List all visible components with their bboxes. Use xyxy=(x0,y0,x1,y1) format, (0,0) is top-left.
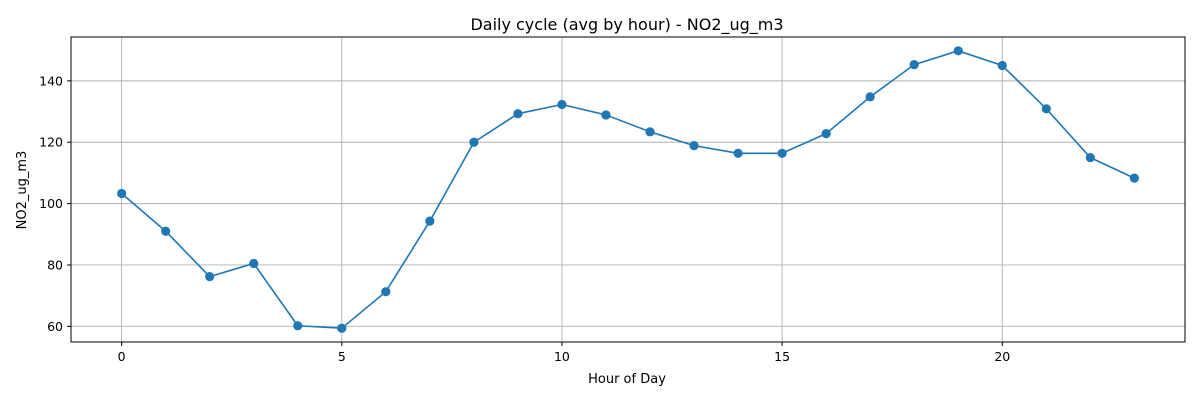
data-point xyxy=(777,148,787,158)
series-line xyxy=(121,50,1135,329)
data-point xyxy=(821,129,831,139)
x-tick-label: 15 xyxy=(774,349,790,364)
data-point xyxy=(513,109,523,119)
data-point xyxy=(997,60,1007,71)
data-point xyxy=(205,272,215,282)
data-point xyxy=(425,216,435,226)
data-point xyxy=(381,287,391,297)
x-tick-label: 0 xyxy=(118,349,126,364)
data-point xyxy=(953,46,963,56)
data-point xyxy=(689,141,699,151)
data-point xyxy=(1085,152,1095,163)
data-point xyxy=(909,60,919,70)
y-tick-label: 120 xyxy=(39,135,63,150)
y-tick-label: 100 xyxy=(39,196,63,211)
data-point xyxy=(733,148,743,158)
y-tick-label: 80 xyxy=(47,257,63,272)
axis-ticks: 0 5 10 15 20 60 80 100 120 140 xyxy=(39,73,1010,364)
x-tick-label: 5 xyxy=(338,349,346,364)
data-point xyxy=(293,321,303,331)
data-point xyxy=(1041,104,1051,114)
data-point xyxy=(337,323,347,333)
x-axis-label: Hour of Day xyxy=(588,372,666,387)
data-point xyxy=(557,99,567,110)
data-point xyxy=(469,137,479,147)
data-point xyxy=(1129,173,1139,183)
data-point xyxy=(865,92,875,102)
data-point xyxy=(249,258,259,269)
x-tick-label: 10 xyxy=(554,349,570,364)
series xyxy=(117,46,1139,333)
x-tick-label: 20 xyxy=(994,349,1010,364)
chart-title: Daily cycle (avg by hour) - NO2_ug_m3 xyxy=(470,15,783,35)
data-point xyxy=(117,188,127,199)
data-point xyxy=(161,226,171,236)
data-point xyxy=(601,110,611,120)
y-axis-label: NO2_ug_m3 xyxy=(15,151,30,230)
plot-frame xyxy=(70,36,1186,343)
y-tick-label: 140 xyxy=(39,73,63,88)
data-point xyxy=(645,127,655,137)
y-tick-label: 60 xyxy=(47,319,63,334)
